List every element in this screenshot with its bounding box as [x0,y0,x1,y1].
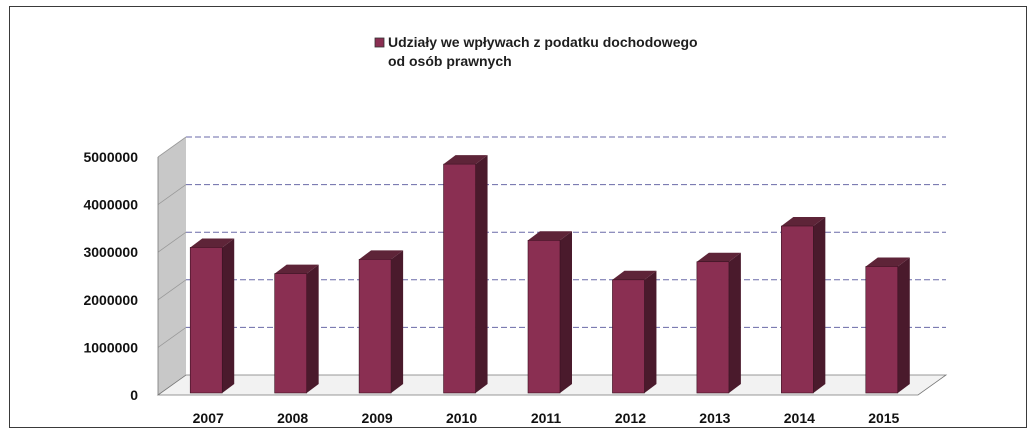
bar-top [696,252,741,262]
bar-side [475,155,488,393]
bar-front [358,259,392,394]
x-tick-label: 2008 [277,410,308,426]
bar-top [190,238,235,248]
bar-2014 [781,217,826,394]
x-tick-label: 2011 [531,410,562,426]
chart-canvas: 0 1000000 2000000 3000000 4000000 5000000 200… [83,34,948,426]
bar-2010 [443,155,488,394]
x-tick-label: 2012 [615,410,646,426]
bar-2015 [865,257,910,394]
bar-front [527,240,561,394]
gridline-side [157,327,187,348]
bar-side [644,270,657,393]
bar-side [222,238,235,393]
bar-side [897,257,910,393]
bar-top [781,217,826,227]
bar-front [274,273,307,394]
gridline-side [157,231,187,253]
bar-front [443,163,476,394]
bar-side [728,252,741,393]
gridline-side [157,279,187,301]
bar-front [189,247,223,394]
bar-front [781,225,814,394]
x-tick-label: 2007 [193,410,224,426]
legend-label-line-1: Udziały we wpływach z podatku dochodoweg… [388,34,698,50]
gridline-side [157,184,187,205]
y-tick-label: 2000000 [83,292,138,308]
bar-front [696,261,730,394]
y-tick-label: 0 [130,387,138,403]
bars-group [189,155,910,394]
side-wall [158,137,186,395]
bar-top [359,250,404,260]
bar-2013 [696,252,741,394]
bar-2007 [189,238,235,394]
bar-top [865,257,910,267]
y-tick-label: 3000000 [83,244,138,260]
bar-top [612,270,657,280]
bar-front [612,279,645,394]
bar-front [865,266,899,394]
x-tick-label: 2015 [868,410,899,426]
bar-top [443,155,488,165]
bar-side [560,231,572,393]
x-tick-label: 2013 [699,410,730,426]
x-tick-label: 2009 [362,410,393,426]
x-axis: 2007 2008 2009 2010 2011 2012 2013 2014 2015 [193,410,900,426]
y-tick-label: 5000000 [83,149,138,165]
y-tick-label: 4000000 [83,197,138,213]
bar-top [528,231,572,241]
bar-2012 [612,270,657,394]
bar-top [274,264,319,274]
bar-side [813,217,826,393]
bar-2009 [358,250,404,394]
bar-side [306,264,319,393]
x-tick-label: 2010 [446,410,477,426]
y-tick-label: 1000000 [83,339,138,355]
bar-2008 [274,264,319,394]
y-axis: 0 1000000 2000000 3000000 4000000 5000000 [83,149,159,403]
legend-label-line-2: od osób prawnych [388,53,512,69]
bar-2011 [527,231,572,394]
chart-frame: 0 1000000 2000000 3000000 4000000 5000000 200… [9,6,1027,428]
legend-swatch [374,37,385,48]
x-tick-label: 2014 [784,410,815,426]
bar-side [391,250,404,393]
gridline-side [157,136,187,158]
legend: Udziały we wpływach z podatku dochodoweg… [374,34,698,69]
